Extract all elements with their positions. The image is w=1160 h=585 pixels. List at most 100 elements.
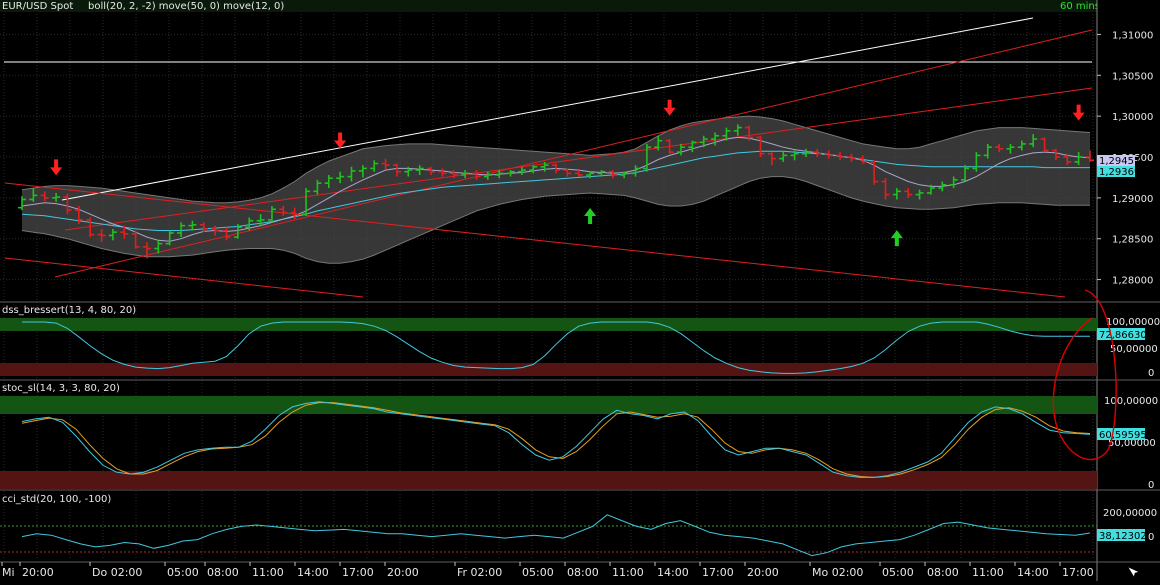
price-bar [449,170,458,179]
price-bar [926,184,935,195]
price-panel[interactable]: EUR/USD Spot boll(20, 2, -2) move(50, 0)… [0,0,1100,560]
red-lower-line [4,257,364,298]
price-bar [506,170,515,177]
cci-panel[interactable]: cci_std(20, 100, -100) 200,00000 0 38,12… [0,489,1160,557]
time-axis-label: 11:00 [972,566,1004,579]
price-bar [302,188,311,216]
time-axis-label: 17:00 [1062,566,1094,579]
price-bar [529,165,538,174]
price-bar [1086,150,1094,162]
price-bar [392,163,401,177]
price-bar [438,168,447,177]
sell-arrow-icon [334,132,347,149]
price-bar [63,193,72,215]
price-bar [97,228,106,242]
price-bar [427,166,436,175]
price-tick-label: 1,29000 [1112,194,1153,205]
price-bar [574,170,583,177]
price-bar [1017,140,1026,151]
time-axis-label: 14:00 [297,566,329,579]
last-price-text: 1,29457 [1099,156,1140,167]
price-bar [858,155,867,164]
price-bar [767,152,776,166]
time-axis-label: 08:00 [207,566,239,579]
price-bar [461,170,470,179]
price-bar [949,176,958,189]
bollinger-lower-line [21,176,1090,264]
price-bar [904,188,913,198]
price-bar [733,124,742,136]
price-bar [290,207,299,220]
time-axis-label: 05:00 [522,566,554,579]
price-bar [608,170,617,179]
white-trendline [61,17,1034,201]
price-bar [86,217,95,238]
price-bar [404,166,413,177]
price-bar [881,178,890,200]
price-bar [813,148,822,157]
price-bar [961,165,970,182]
red-channel-upper [54,29,1093,278]
price-bar [870,160,879,185]
time-axis-label: Do 02:00 [92,566,142,579]
cci-title: cci_std(20, 100, -100) [2,494,111,505]
signal-arrows [50,99,1085,247]
time-axis-label: 20:00 [22,566,54,579]
stoc-panel[interactable]: stoc_sl(14, 3, 3, 80, 20) 100,00000 50,0… [0,379,1160,491]
price-bar [74,206,83,225]
price-tick-label: 1,30000 [1112,112,1153,123]
price-bar [381,158,390,170]
price-bar [824,150,833,159]
stoc-tick-0: 0 [1148,480,1154,491]
dss-panel[interactable]: dss_bressert(13, 4, 80, 20) 100,00000 50… [0,301,1160,379]
price-bar [267,206,276,223]
time-axis-label: 14:00 [657,566,689,579]
ma-price-tag [1097,166,1135,177]
price-bar [790,150,799,161]
price-bar [18,196,26,211]
price-bar [324,174,333,189]
time-axis-label: 20:00 [387,566,419,579]
price-bar [370,160,379,172]
price-bar [915,189,924,200]
bollinger-upper-line [21,115,1091,204]
stoc-value-tag [1097,428,1145,440]
buy-arrow-icon [890,230,903,247]
time-axis-label: 14:00 [1017,566,1049,579]
price-axis[interactable]: 1,310001,305001,300001,295001,290001,285… [1096,0,1160,581]
time-axis-label: 20:00 [747,566,779,579]
price-bar [722,127,731,141]
buy-arrow-icon [584,208,597,225]
price-bar [142,241,151,259]
instrument-title: EUR/USD Spot [2,1,73,12]
time-axis-label: 17:00 [342,566,374,579]
dss-tick-50: 50,00000 [1110,344,1158,355]
price-bar [40,191,49,202]
price-bar [313,179,322,195]
price-bar [1029,134,1038,148]
ma-50-line [21,150,1090,231]
price-bar [756,135,765,157]
price-bar [279,206,288,216]
trendlines[interactable] [4,17,1093,298]
price-bar [699,135,708,148]
price-bar [938,181,947,192]
price-bar [1051,148,1060,161]
time-axis-label: 05:00 [882,566,914,579]
dss-tick-0: 0 [1148,368,1154,379]
bollinger-bands [21,115,1091,264]
price-bar [620,171,629,179]
price-bar [586,171,595,179]
price-tick-label: 1,30500 [1112,71,1153,82]
price-bar [517,166,526,175]
cursor-icon [1127,566,1140,578]
indicators-title: boll(20, 2, -2) move(50, 0) move(12, 0) [88,1,284,12]
stoc-tick-50: 50,00000 [1108,438,1156,449]
cci-tick-0: 0 [1148,532,1154,543]
time-axis[interactable]: Mi 20:00 Do 02:00 05:00 08:00 11:00 14:00 17:00… [0,561,1160,579]
time-axis-label: 17:00 [702,566,734,579]
annotation-ellipse [1052,289,1117,461]
price-bar [801,148,810,157]
price-bar [336,171,345,184]
